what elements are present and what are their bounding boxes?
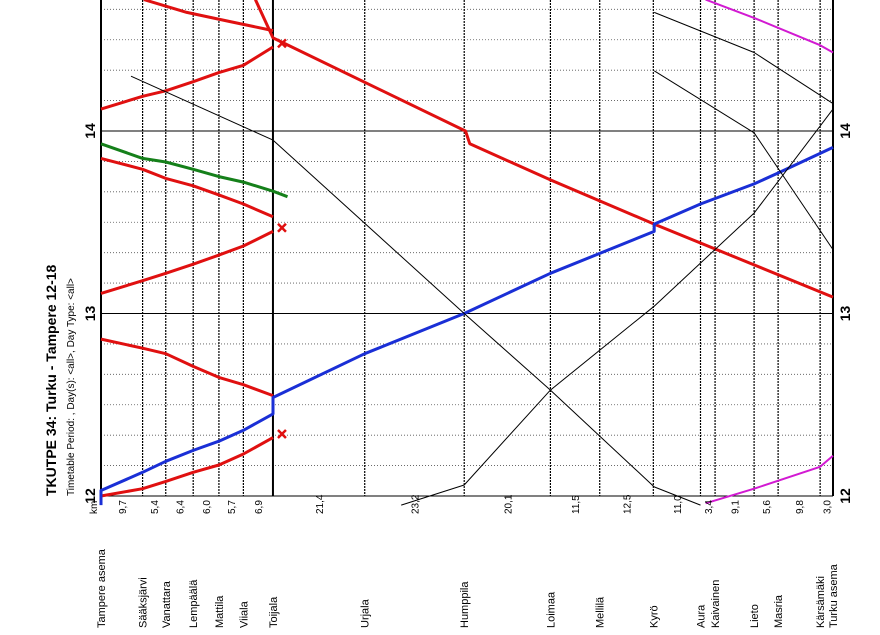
train-path — [401, 108, 834, 506]
distance-label: 6,4 — [175, 500, 186, 514]
station-label: Kaivainen — [710, 580, 722, 628]
station-label: Toijala — [268, 596, 280, 628]
distance-label: 20,1 — [503, 494, 514, 514]
distance-label: 11,5 — [571, 495, 582, 514]
station-label: Sääksjärvi — [138, 577, 150, 628]
train-path — [705, 455, 834, 505]
station-label: Aura — [695, 604, 707, 628]
station-label: Vanattara — [161, 580, 173, 628]
train-path — [654, 11, 834, 105]
hour-label-right: 12 — [837, 488, 853, 504]
station-label: Loimaa — [545, 591, 557, 628]
distance-label: 23,2 — [410, 494, 421, 514]
distance-label: 9,7 — [118, 500, 129, 514]
hour-label-left: 14 — [82, 123, 98, 139]
station-label: Turku asema — [828, 563, 840, 628]
turnaround-marker — [277, 38, 287, 49]
hour-label-right: 13 — [837, 306, 853, 322]
hour-label-left: 12 — [82, 488, 98, 504]
distance-label: 9,1 — [731, 500, 742, 514]
distance-label: 11,0 — [673, 495, 684, 514]
train-path — [100, 337, 274, 398]
distance-label: 6,9 — [254, 500, 265, 514]
train-path — [705, 0, 834, 54]
station-label: Humppila — [459, 581, 471, 628]
distance-label: 5,7 — [227, 500, 238, 514]
distance-label: 21,4 — [315, 494, 326, 514]
station-label: Kyrö — [648, 605, 660, 628]
axes: TKUTPE 34: Turku - Tampere 12-18 Timetab… — [43, 123, 853, 628]
turnaround-marker — [277, 429, 287, 439]
train-paths — [99, 0, 834, 506]
train-path — [100, 142, 289, 199]
station-label: Viiala — [238, 600, 250, 628]
turnaround-marker — [277, 222, 287, 233]
distance-label: 3,0 — [823, 500, 834, 514]
station-label: Kärsämäki — [815, 576, 827, 628]
train-path — [99, 146, 834, 506]
distance-label: 3,4 — [704, 500, 715, 514]
train-path — [100, 436, 274, 498]
distance-label: 5,4 — [150, 500, 161, 514]
station-label: Lieto — [749, 604, 761, 628]
chart-title: TKUTPE 34: Turku - Tampere 12-18 — [43, 264, 59, 496]
station-label: Tampere asema — [96, 548, 108, 628]
distance-label: 9,8 — [795, 500, 806, 514]
train-path — [100, 156, 274, 219]
station-label: Masria — [773, 594, 785, 628]
station-label: Lempäälä — [188, 579, 200, 628]
train-path — [143, 0, 274, 33]
train-path — [653, 70, 834, 250]
train-path — [130, 75, 701, 506]
distance-label: 12,5 — [623, 494, 634, 514]
hour-label-right: 14 — [837, 123, 853, 139]
distance-label: 5,6 — [762, 500, 773, 514]
chart-subtitle: Timetable Period: , Day(s): <all>, Day T… — [66, 278, 77, 496]
train-path — [100, 45, 274, 111]
station-label: Mellilä — [595, 596, 607, 628]
km-label: km — [89, 501, 100, 514]
station-label: Mattila — [214, 595, 226, 628]
hour-label-left: 13 — [82, 306, 98, 322]
distance-label: 6,0 — [202, 500, 213, 514]
station-label: Urjala — [360, 598, 372, 628]
train-path — [100, 230, 274, 295]
